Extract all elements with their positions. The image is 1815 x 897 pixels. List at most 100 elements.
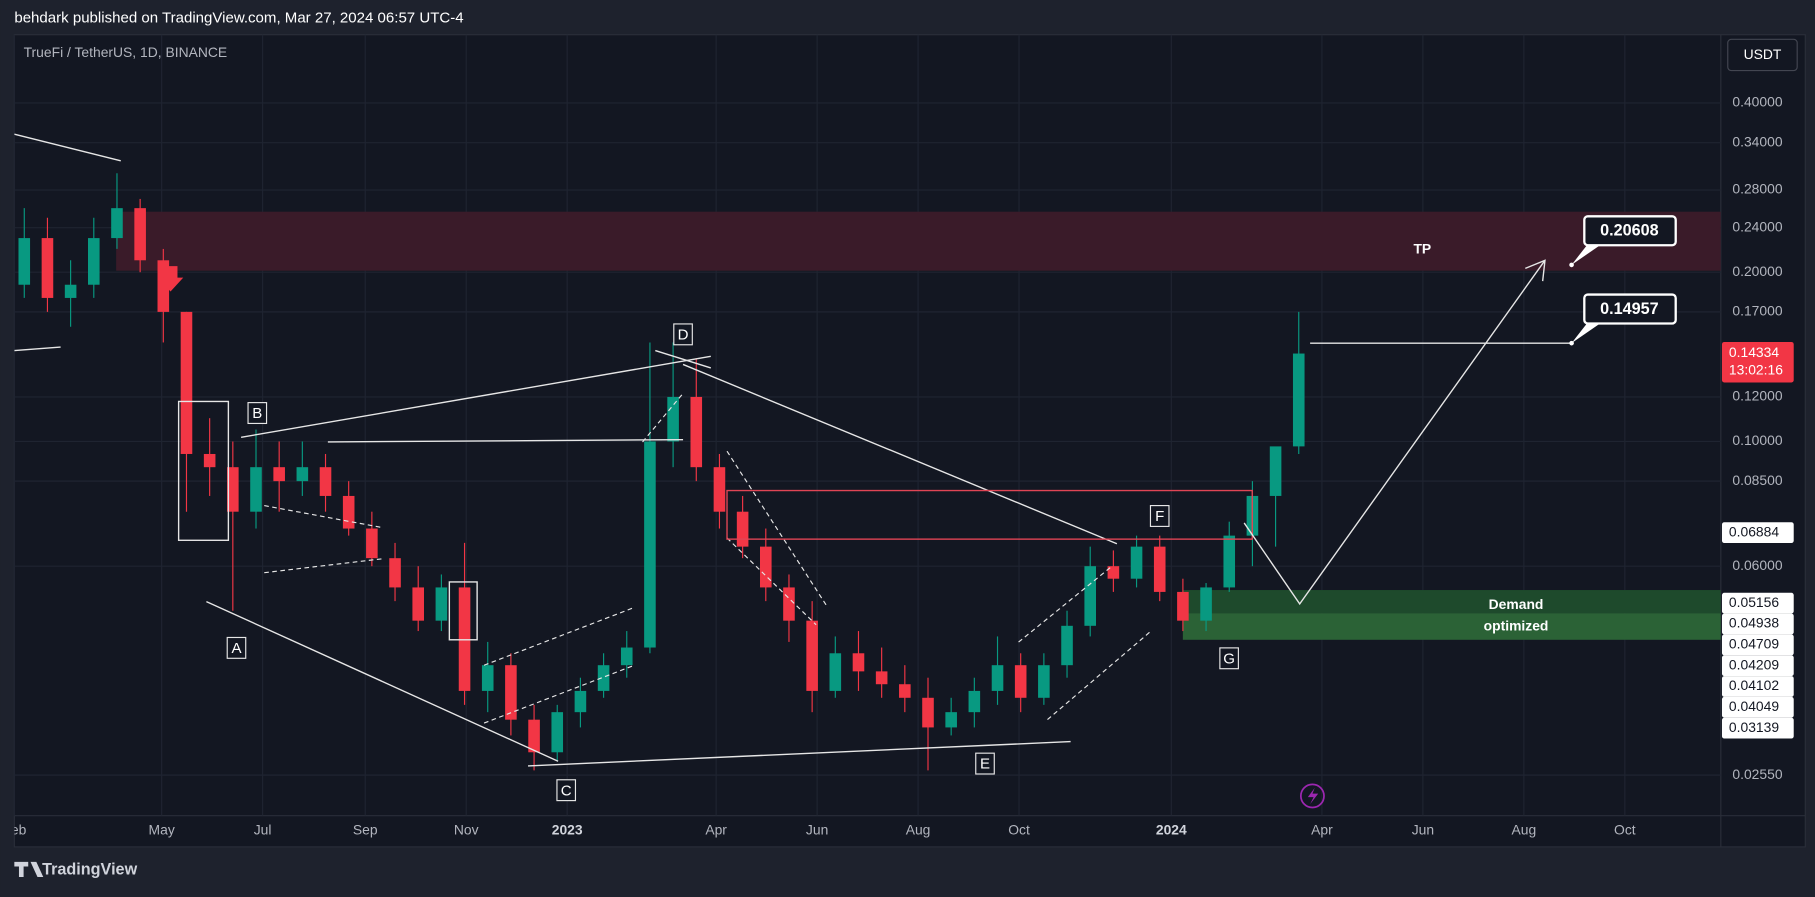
price-label-box: [1721, 634, 1794, 656]
x-tick-label: Jun: [1412, 821, 1434, 837]
candle-body: [806, 620, 818, 691]
x-tick-label: Oct: [1008, 821, 1030, 837]
candle-body: [1223, 535, 1236, 588]
price-label: 0.04049: [1729, 698, 1779, 714]
countdown: 13:02:16: [1729, 362, 1783, 378]
callout-label: 0.14957: [1600, 300, 1659, 318]
event-icon[interactable]: [1299, 783, 1325, 809]
candle-body: [1061, 625, 1073, 666]
demand-label: Demand: [1489, 596, 1544, 612]
wave-label-box: [226, 636, 247, 659]
candle-body: [783, 587, 795, 621]
wave-labels: A B C D E F G TP Demand optimized: [226, 241, 1548, 802]
candle-body: [296, 467, 309, 482]
candle-body: [481, 665, 494, 691]
candle-body: [1130, 546, 1143, 579]
candle-body: [574, 690, 587, 713]
dashed-line: [1018, 566, 1112, 643]
x-tick-label: Nov: [454, 821, 479, 837]
x-tick-label: Feb: [2, 821, 26, 837]
wave-label-box: [673, 323, 693, 346]
candle-body: [759, 546, 772, 588]
candle-body: [412, 587, 424, 621]
currency-label: USDT: [1744, 46, 1782, 62]
price-label: 0.04938: [1729, 615, 1779, 631]
last-price: 0.14334: [1729, 344, 1779, 360]
candle-body: [250, 467, 262, 512]
currency-button[interactable]: [1727, 38, 1798, 72]
x-axis: Feb May Jul Sep Nov 2023 Apr Jun Aug Oct 2024 Apr Ju…: [2, 821, 1635, 837]
wave-label: B: [252, 405, 262, 422]
projection-path: [1243, 259, 1546, 606]
tp-label: TP: [1413, 241, 1431, 257]
candle-body: [620, 647, 633, 666]
y-tick-label: 0.28000: [1732, 181, 1782, 197]
candle-body: [1153, 546, 1166, 592]
x-tick-label: Aug: [1512, 821, 1537, 837]
wave-label-box: [1149, 505, 1170, 527]
candle-body: [1269, 446, 1282, 496]
candle-body: [134, 208, 146, 261]
candle-body: [227, 467, 239, 512]
chart-pane: [13, 34, 1806, 848]
trendline: [14, 346, 61, 352]
x-tick-label: Jun: [806, 821, 828, 837]
price-label-box: [1721, 592, 1794, 614]
brand-logo: [14, 861, 44, 877]
candle-body: [690, 396, 703, 468]
candle-body: [968, 690, 981, 713]
trendline: [327, 438, 684, 443]
x-tick-label: Apr: [1311, 821, 1333, 837]
candle-body: [829, 653, 842, 691]
x-tick-label: Sep: [353, 821, 378, 837]
candle-body: [435, 587, 448, 621]
candle-body: [667, 396, 679, 442]
candle-body: [273, 467, 285, 482]
tp-zone: [116, 211, 1721, 271]
price-label: 0.03139: [1729, 719, 1779, 735]
y-tick-label: 0.34000: [1732, 133, 1782, 149]
dashed-line: [264, 558, 383, 574]
drawings: [14, 133, 1546, 809]
candle-body: [180, 311, 193, 454]
price-label: 0.05156: [1729, 594, 1779, 610]
callouts: 0.20608 0.14957: [1310, 215, 1677, 346]
brand: TradingView: [42, 860, 137, 878]
wave-label-box: [975, 752, 995, 775]
candle-body: [597, 665, 610, 691]
candle-body: [64, 284, 77, 298]
candle-body: [644, 441, 656, 648]
candle-body: [18, 238, 31, 285]
projection-arrowhead: [1525, 259, 1546, 282]
candle-body: [713, 467, 726, 512]
candle-body: [852, 653, 865, 672]
wave-label: E: [980, 756, 990, 773]
y-tick-label: 0.20000: [1732, 263, 1782, 279]
price-label: 0.04102: [1729, 677, 1779, 693]
candle-body: [991, 665, 1004, 691]
wave-label: F: [1155, 508, 1164, 525]
callout-box: [1583, 215, 1677, 247]
dashed-line: [483, 606, 635, 666]
price-label: 0.04709: [1729, 636, 1779, 652]
candle-body: [319, 467, 332, 496]
candle-body: [1038, 665, 1050, 698]
candle-body: [157, 260, 170, 312]
candle-body: [1292, 353, 1305, 447]
price-label: 0.04209: [1729, 656, 1779, 672]
demand-zone-lower: [1182, 613, 1721, 640]
y-tick-label: 0.02550: [1732, 766, 1782, 782]
demand-zone-upper: [1182, 590, 1721, 614]
symbol-title: TrueFi / TetherUS, 1D, BINANCE: [24, 44, 228, 60]
candle-body: [41, 238, 54, 298]
box: [177, 400, 230, 541]
y-tick-label: 0.08500: [1732, 472, 1782, 488]
x-tick-label: 2024: [1156, 821, 1187, 837]
candle-body: [528, 719, 540, 753]
callout-box: [1583, 293, 1677, 325]
x-tick-label: May: [149, 821, 175, 837]
trendline: [206, 600, 559, 762]
candle-body: [551, 712, 564, 753]
